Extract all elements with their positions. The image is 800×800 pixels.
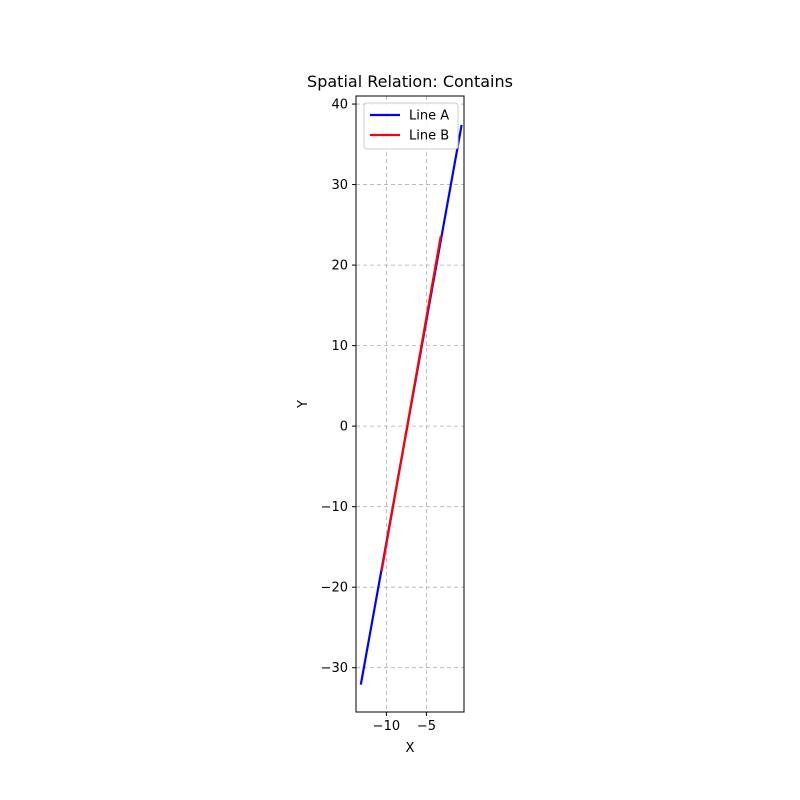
y-tick-label: −20 <box>321 581 348 596</box>
ticks: −10 −5 −30 −20 −10 0 10 20 30 40 <box>321 98 436 734</box>
chart-title: Spatial Relation: Contains <box>307 72 513 91</box>
series-group <box>359 124 463 685</box>
x-tick-label: −5 <box>417 719 436 734</box>
y-tick-label: 10 <box>331 339 348 354</box>
x-axis-label: X <box>406 741 415 756</box>
y-axis-label: Y <box>296 400 311 409</box>
y-tick-label: 20 <box>331 259 348 274</box>
grid <box>356 96 464 712</box>
plot-frame <box>355 95 465 713</box>
legend-label: Line A <box>409 109 449 124</box>
legend-label: Line B <box>409 129 449 144</box>
x-tick-label: −10 <box>373 719 400 734</box>
y-tick-label: −30 <box>321 661 348 676</box>
y-tick-label: 40 <box>331 98 348 113</box>
y-tick-label: −10 <box>321 500 348 515</box>
legend: Line A Line B <box>363 102 459 150</box>
y-tick-label: 0 <box>340 420 348 435</box>
series-line-b <box>380 235 442 572</box>
y-tick-label: 30 <box>331 178 348 193</box>
